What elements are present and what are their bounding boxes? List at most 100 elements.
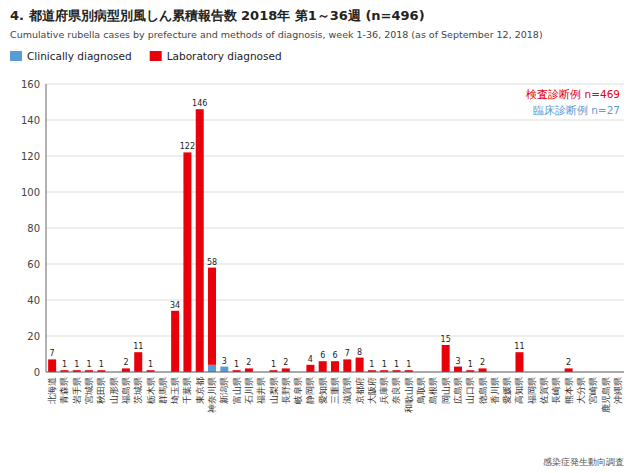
- y-tick-label: 60: [27, 259, 40, 270]
- x-tick-label: 愛媛県: [502, 377, 512, 404]
- legend-swatch: [10, 51, 22, 61]
- x-tick-label: 宮崎県: [588, 377, 598, 404]
- subtitle: Cumulative rubella cases by prefecture a…: [10, 29, 543, 40]
- grid-line: [46, 372, 624, 373]
- x-tick-label: 青森県: [59, 377, 69, 404]
- total-label: 1: [86, 360, 91, 369]
- total-label: 1: [271, 360, 276, 369]
- x-tick-label: 大分県: [576, 377, 586, 404]
- chart: 4. 都道府県別病型別風しん累積報告数 2018年 第1～36週 (n=496)…: [0, 0, 640, 473]
- x-tick-label: 山形県: [109, 377, 119, 404]
- x-tick-label: 鳥取県: [416, 377, 426, 405]
- total-label: 1: [406, 360, 411, 369]
- x-tick-label: 高知県: [514, 377, 524, 404]
- x-tick-label: 神奈川県: [207, 377, 217, 413]
- x-tick-label: 静岡県: [305, 377, 315, 404]
- total-label: 7: [50, 349, 55, 358]
- x-tick-label: 佐賀県: [539, 377, 549, 404]
- total-label: 122: [180, 142, 195, 151]
- total-label: 11: [133, 342, 143, 351]
- total-label: 1: [468, 360, 473, 369]
- x-tick-label: 徳島県: [478, 377, 488, 404]
- grid-line: [46, 192, 624, 193]
- x-tick-label: 栃木県: [146, 377, 156, 404]
- grid-line: [46, 84, 624, 85]
- bar: [565, 368, 573, 372]
- total-label: 2: [566, 358, 571, 367]
- bars: [48, 109, 573, 372]
- total-label: 1: [234, 360, 239, 369]
- total-label: 1: [62, 360, 67, 369]
- x-tick-label: 富山県: [232, 377, 242, 404]
- bar: [306, 365, 314, 372]
- total-label: 1: [369, 360, 374, 369]
- total-label: 6: [320, 351, 325, 360]
- legend-swatch: [150, 51, 162, 61]
- x-tick-label: 大阪府: [367, 377, 377, 404]
- x-tick-label: 福島県: [121, 377, 131, 404]
- x-tick-label: 茨城県: [133, 377, 143, 404]
- legend: Clinically diagnosed Laboratory diagnosed: [10, 50, 282, 62]
- bar: [196, 109, 204, 372]
- y-tick-label: 100: [21, 187, 40, 198]
- grid-line: [46, 264, 624, 265]
- x-tick-label: 香川県: [490, 377, 500, 404]
- total-label: 2: [480, 358, 485, 367]
- bar: [356, 358, 364, 372]
- bar: [220, 367, 228, 372]
- grid-line: [46, 300, 624, 301]
- x-axis-line: [46, 372, 624, 373]
- x-tick-label: 広島県: [453, 377, 463, 404]
- total-label: 34: [170, 301, 180, 310]
- total-label: 8: [357, 348, 362, 357]
- x-tick-label: 埼玉県: [170, 377, 180, 405]
- annotation: 臨床診断例 n=27: [533, 104, 620, 116]
- x-tick-label: 三重県: [330, 377, 340, 404]
- x-tick-label: 山口県: [465, 377, 475, 404]
- y-tick-label: 120: [21, 151, 40, 162]
- bar: [122, 368, 130, 372]
- x-tick-label: 石川県: [244, 377, 254, 404]
- legend-label: Laboratory diagnosed: [167, 50, 282, 62]
- y-tick-label: 0: [34, 367, 40, 378]
- bar: [48, 359, 56, 372]
- x-tick-label: 秋田県: [96, 377, 106, 404]
- annotation: 検査診断例 n=469: [526, 88, 620, 100]
- total-label: 58: [207, 258, 217, 267]
- bar: [220, 366, 228, 367]
- total-label: 2: [246, 358, 251, 367]
- y-tick-label: 80: [27, 223, 40, 234]
- y-tick-label: 40: [27, 295, 40, 306]
- y-tick-label: 160: [21, 79, 40, 90]
- bar: [208, 268, 216, 365]
- x-tick-label: 奈良県: [391, 377, 401, 404]
- total-label: 1: [394, 360, 399, 369]
- x-tick-label: 沖縄県: [613, 377, 623, 404]
- x-tick-label: 島根県: [428, 377, 438, 404]
- x-tick-label: 山梨県: [269, 377, 279, 404]
- total-label: 1: [74, 360, 79, 369]
- legend-label: Clinically diagnosed: [27, 50, 132, 62]
- x-tick-label: 岐阜県: [293, 377, 303, 404]
- x-tick-label: 北海道: [47, 377, 57, 404]
- annotations: 検査診断例 n=469 臨床診断例 n=27: [526, 88, 620, 116]
- bar: [479, 368, 487, 372]
- total-label: 7: [345, 349, 350, 358]
- y-tick-label: 140: [21, 115, 40, 126]
- x-tick-label: 京都府: [355, 377, 365, 404]
- bar: [134, 352, 142, 372]
- total-label: 146: [192, 99, 207, 108]
- title: 4. 都道府県別病型別風しん累積報告数 2018年 第1～36週 (n=496): [10, 8, 425, 23]
- total-label: 11: [514, 342, 524, 351]
- data-labels: 7111121113412214658312124667811111531211…: [50, 99, 572, 369]
- x-tick-label: 福井県: [256, 377, 266, 404]
- total-label: 1: [99, 360, 104, 369]
- grid-line: [46, 156, 624, 157]
- x-tick-label: 東京都: [195, 377, 205, 404]
- grid-line: [46, 228, 624, 229]
- x-tick-label: 兵庫県: [379, 377, 389, 404]
- y-tick-label: 20: [27, 331, 40, 342]
- total-label: 6: [332, 351, 337, 360]
- bar: [454, 367, 462, 372]
- x-tick-label: 愛知県: [318, 377, 328, 404]
